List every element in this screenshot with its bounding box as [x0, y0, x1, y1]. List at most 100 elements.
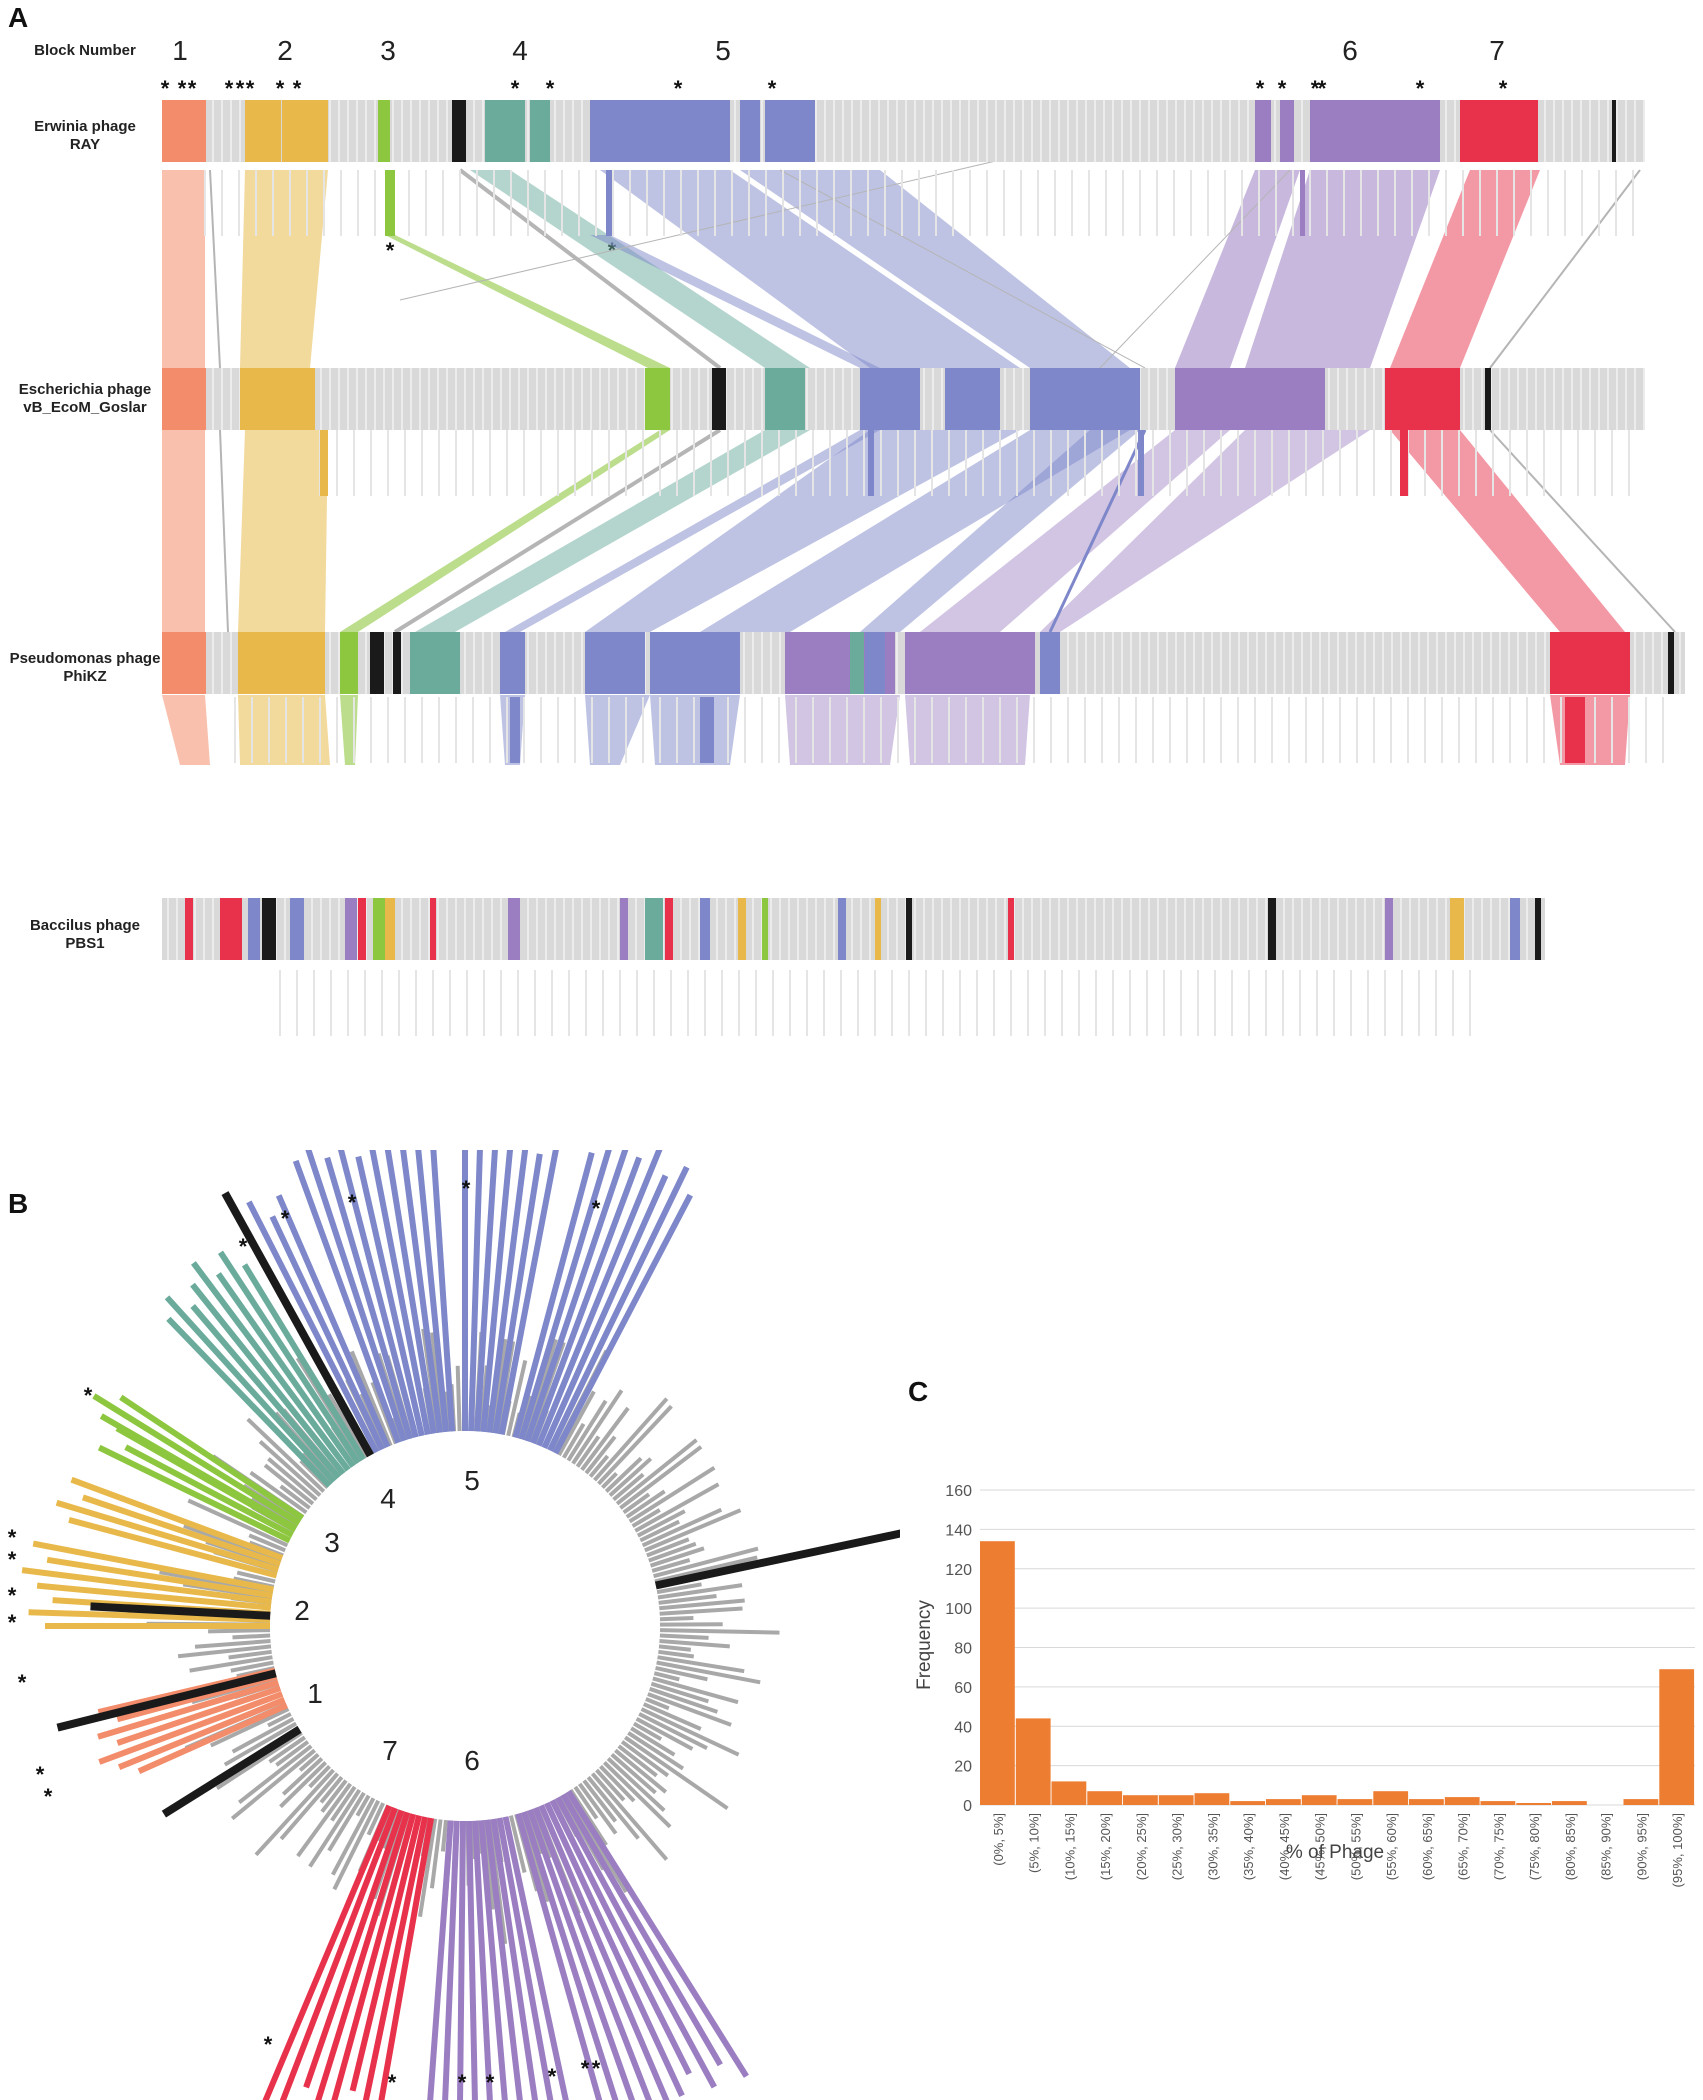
- radial-bar: [532, 1806, 653, 2100]
- circle-block-label-5: 5: [464, 1465, 480, 1496]
- synteny-link: [458, 168, 722, 370]
- panel-c-letter: C: [908, 1376, 929, 1407]
- radial-bar: [249, 1470, 308, 1515]
- block-labels: 1 2 3 4 5 6 7: [294, 1465, 480, 1776]
- gene-segment: [410, 632, 460, 694]
- star-marker: *: [18, 1670, 27, 1695]
- radial-bar: [275, 1740, 310, 1767]
- synteny-ribbon: [385, 235, 670, 368]
- gene-segment: [1300, 170, 1305, 236]
- radial-bar: [653, 1671, 680, 1682]
- radial-bar: [496, 1817, 554, 2100]
- star-marker: *: [1318, 76, 1327, 101]
- subtrack-ray: [204, 170, 1634, 236]
- gene-segment: [865, 632, 885, 694]
- radial-bar: [645, 1697, 670, 1711]
- synteny-ribbon: [238, 430, 328, 632]
- radial-bar: [97, 1444, 292, 1544]
- radial-bar: [474, 1150, 498, 1432]
- radial-bar: [369, 1150, 431, 1436]
- gene-segment: [645, 898, 663, 960]
- radial-bar: [478, 1820, 508, 2100]
- radial-bar: [362, 1816, 429, 2100]
- radial-bar: [657, 1583, 743, 1600]
- radial-bar: [231, 1716, 295, 1754]
- synteny-ribbon: [905, 695, 1030, 765]
- star-marker: *: [188, 76, 197, 101]
- radial-bar: [46, 1556, 273, 1599]
- radial-bar: [55, 1499, 280, 1573]
- gene-segment: [500, 632, 525, 694]
- gene-segment: [162, 100, 206, 162]
- y-axis-label: Frequency: [914, 1600, 935, 1690]
- gene-segment: [1008, 898, 1014, 960]
- radial-bar: [642, 1702, 702, 1731]
- star-marker: *: [462, 1176, 471, 1201]
- gene-segment: [1255, 100, 1271, 162]
- gene-segment: [1040, 632, 1060, 694]
- radial-bar: [308, 1788, 362, 1868]
- gene-segment: [875, 898, 881, 960]
- radial-bar: [70, 1476, 284, 1561]
- circle-block-label-1: 1: [307, 1678, 323, 1709]
- synteny-ribbon: [785, 695, 900, 765]
- bar: [1266, 1799, 1301, 1805]
- genome-track-phikz: [162, 632, 1685, 694]
- x-tick-label: (15%, 20%]: [1098, 1813, 1113, 1880]
- x-tick-label: (95%, 100%]: [1670, 1813, 1685, 1887]
- genome-name: Erwinia phage: [34, 118, 136, 135]
- subtrack-goslar: [319, 430, 1630, 496]
- radial-bar: [635, 1716, 694, 1751]
- radial-stars: *************** * * * * *: [8, 1176, 601, 2095]
- radial-bar: [187, 1498, 289, 1548]
- gene-segment: [238, 632, 325, 694]
- synteny-ribbon: [600, 170, 1020, 368]
- x-tick-label: (70%, 75%]: [1491, 1813, 1506, 1880]
- radial-bars: [21, 1150, 900, 2100]
- gene-segment: [620, 898, 628, 960]
- gene-segment: [1510, 898, 1520, 960]
- star-marker: *: [178, 76, 187, 101]
- radial-bar: [573, 1785, 599, 1820]
- radial-bar: [640, 1707, 740, 1757]
- synteny-link: [779, 169, 1146, 369]
- radial-bar: [656, 1660, 761, 1685]
- gene-segment: [245, 100, 263, 162]
- radial-bar: [194, 1639, 271, 1649]
- radial-bar: [116, 1685, 282, 1746]
- gene-segment: [860, 368, 920, 430]
- gene-segment: [1175, 368, 1325, 430]
- radial-bar: [560, 1792, 723, 2067]
- radial-bar: [68, 1517, 278, 1579]
- radial-bar: [502, 1816, 569, 2100]
- radial-bar: [628, 1466, 716, 1524]
- radial-bar: [124, 1444, 294, 1538]
- x-tick-label: (20%, 25%]: [1134, 1813, 1149, 1880]
- gene-segment: [370, 632, 384, 694]
- star-marker: *: [84, 1383, 93, 1408]
- radial-bar: [230, 1748, 316, 1821]
- synteny-ribbon: [340, 430, 670, 632]
- radial-bar: [599, 1764, 636, 1803]
- radial-bar: [632, 1721, 663, 1741]
- radial-bar: [223, 1721, 298, 1767]
- radial-bar: [279, 1806, 398, 2100]
- radial-bar: [28, 1609, 271, 1623]
- radial-bar: [547, 1165, 690, 1452]
- radial-bar: [349, 1814, 423, 2092]
- x-tick-label: (85%, 90%]: [1599, 1813, 1614, 1880]
- radial-bar: [455, 1365, 462, 1432]
- gene-segment: [906, 898, 912, 960]
- radial-bar: [215, 1731, 303, 1790]
- panel-b-letter: B: [8, 1188, 29, 1219]
- radial-bar: [442, 1820, 460, 2100]
- genome-strain: vB_EcoM_Goslar: [23, 399, 147, 416]
- gene-segment: [1460, 100, 1530, 162]
- radial-bar: [498, 1150, 559, 1436]
- gene-segment: [262, 898, 276, 960]
- gene-segment: [1385, 898, 1393, 960]
- radial-bar: [484, 1819, 523, 2100]
- genome-strain: PBS1: [65, 935, 105, 952]
- gene-segment: [1280, 100, 1294, 162]
- radial-bar: [590, 1772, 669, 1861]
